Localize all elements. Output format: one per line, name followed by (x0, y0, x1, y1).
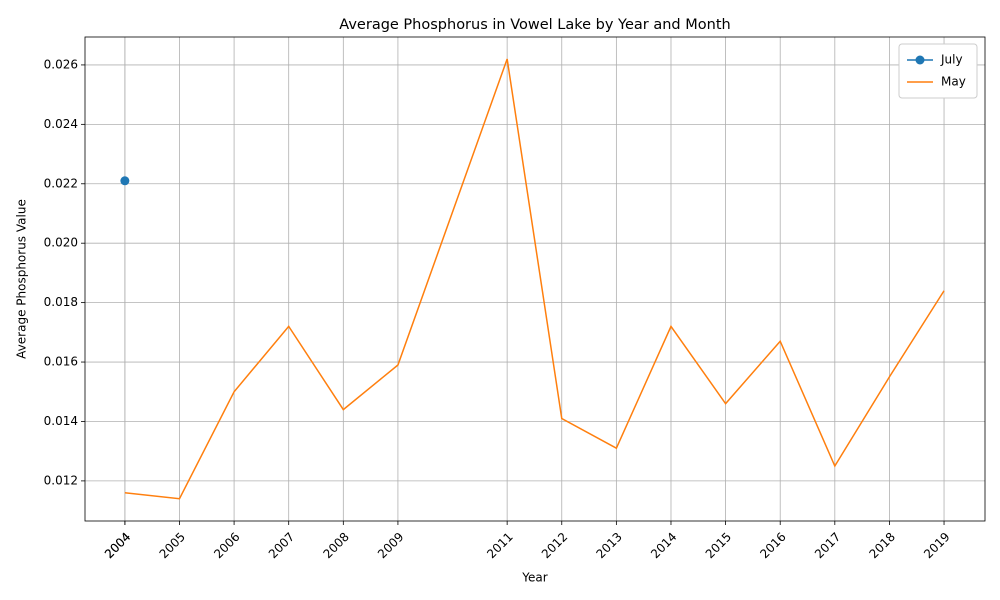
x-axis-label: Year (521, 571, 547, 585)
legend-box (898, 43, 978, 99)
chart-title: Average Phosphorus in Vowel Lake by Year… (339, 17, 730, 33)
y-axis-label: Average Phosphorus Value (15, 199, 29, 359)
data-point (120, 176, 130, 186)
series-line (124, 58, 945, 500)
y-tick-label: 0.014 (44, 414, 78, 428)
legend-label: July (940, 53, 963, 67)
y-tick-label: 0.018 (44, 295, 78, 309)
legend-label: May (941, 75, 966, 89)
plot-frame (84, 36, 986, 522)
y-tick-label: 0.022 (44, 176, 78, 190)
legend-marker (915, 55, 925, 65)
y-tick-label: 0.020 (44, 236, 78, 250)
y-tick-label: 0.024 (44, 117, 78, 131)
y-tick-label: 0.016 (44, 355, 78, 369)
y-tick-label: 0.026 (44, 57, 78, 71)
y-tick-label: 0.012 (44, 473, 78, 487)
